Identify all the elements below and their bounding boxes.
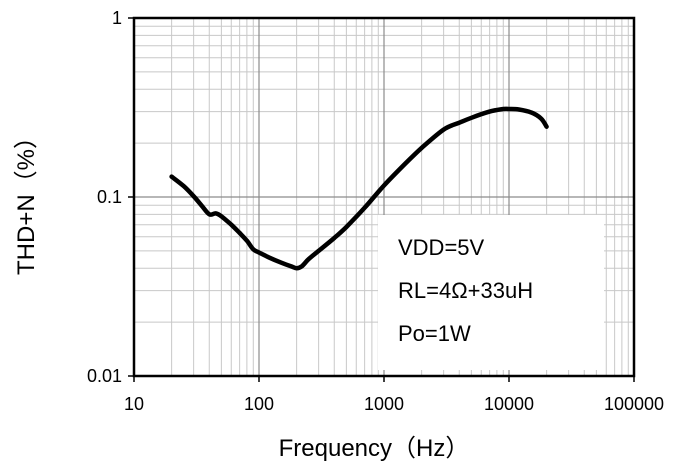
y-tick-labels: 1 0.1 0.01 (87, 8, 134, 386)
x-tick-label: 100000 (604, 394, 664, 414)
x-tick-label: 100 (244, 394, 274, 414)
x-tick-label: 10000 (484, 394, 534, 414)
annotation-vdd: VDD=5V (398, 235, 485, 260)
x-tick-label: 10 (124, 394, 144, 414)
x-axis-title: Frequency（Hz） (279, 435, 470, 462)
x-tick-label: 1000 (364, 394, 404, 414)
y-tick-label: 1 (112, 8, 122, 28)
y-axis-title: THD+N（%） (13, 125, 40, 275)
series-line-thdn (169, 106, 549, 271)
y-tick-label: 0.01 (87, 366, 122, 386)
annotation-box (378, 215, 604, 370)
annotation-po: Po=1W (398, 321, 471, 346)
y-tick-label: 0.1 (97, 187, 122, 207)
x-tick-labels: 10 100 1000 10000 100000 (124, 376, 664, 414)
annotation-rl: RL=4Ω+33uH (398, 278, 533, 303)
